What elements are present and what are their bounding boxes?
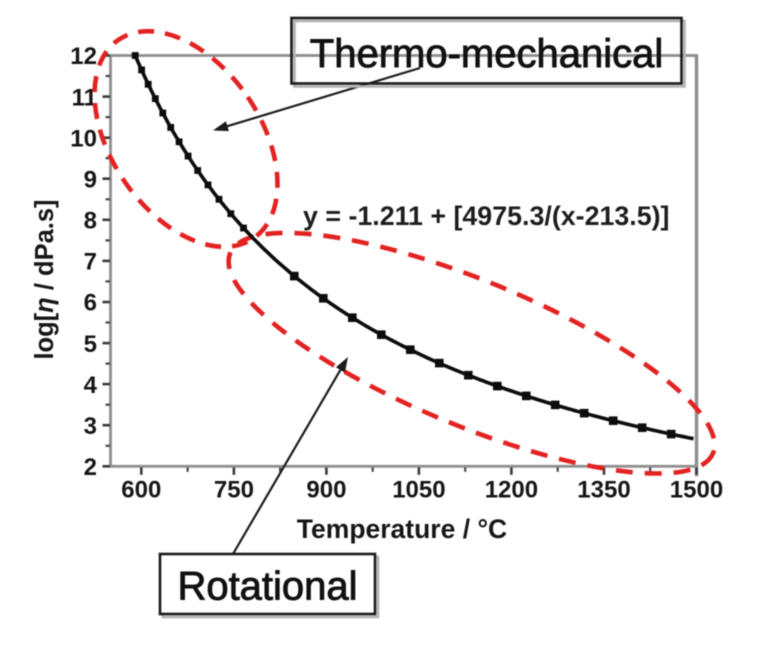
svg-text:1350: 1350 <box>577 477 630 504</box>
svg-text:12: 12 <box>70 43 97 70</box>
svg-text:1050: 1050 <box>392 477 445 504</box>
svg-text:1500: 1500 <box>670 477 723 504</box>
svg-text:6: 6 <box>84 290 97 317</box>
svg-text:Thermo-mechanical: Thermo-mechanical <box>310 32 663 76</box>
svg-text:5: 5 <box>84 331 97 358</box>
svg-text:4: 4 <box>84 372 98 399</box>
svg-text:750: 750 <box>214 477 254 504</box>
svg-text:9: 9 <box>84 166 97 193</box>
svg-text:600: 600 <box>121 477 161 504</box>
svg-text:Temperature / °C: Temperature / °C <box>297 514 507 544</box>
svg-text:1200: 1200 <box>485 477 538 504</box>
svg-text:log[η / dPa.s]: log[η / dPa.s] <box>31 199 59 359</box>
svg-text:2: 2 <box>84 454 97 481</box>
svg-text:3: 3 <box>84 413 97 440</box>
svg-text:900: 900 <box>306 477 346 504</box>
svg-text:y = -1.211 + [4975.3/(x-213.5): y = -1.211 + [4975.3/(x-213.5)] <box>303 201 669 231</box>
svg-text:Rotational: Rotational <box>177 565 357 609</box>
svg-text:7: 7 <box>84 249 97 276</box>
svg-text:8: 8 <box>84 208 97 235</box>
svg-text:10: 10 <box>70 125 97 152</box>
